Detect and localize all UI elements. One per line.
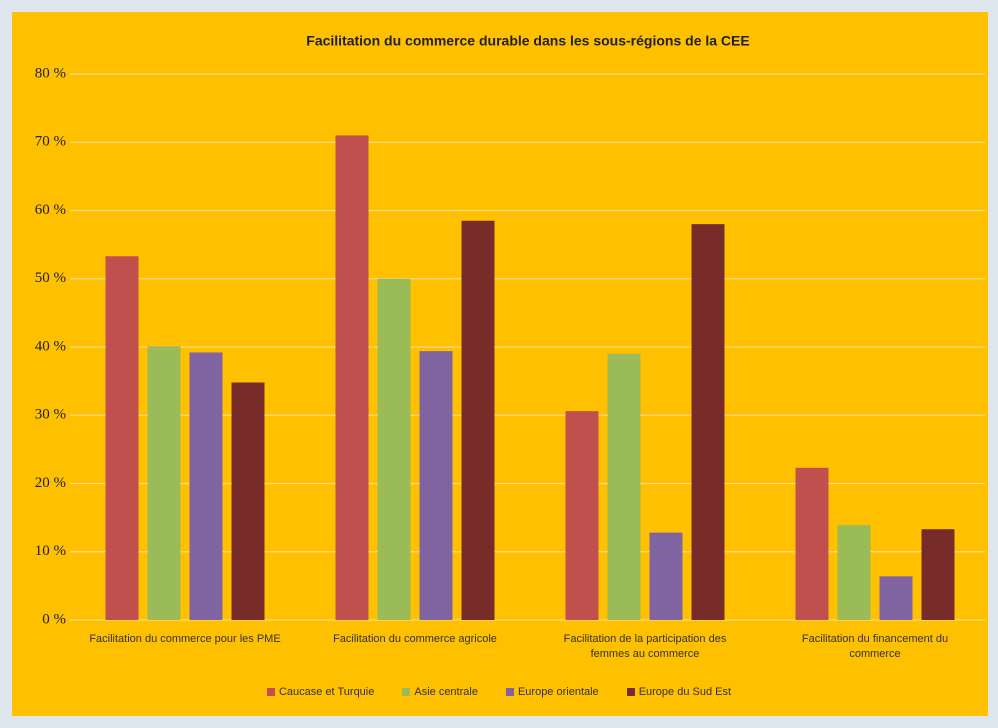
x-tick-label: Facilitation du financement du commerce [801, 633, 949, 660]
legend-label: Asie centrale [414, 686, 478, 698]
chart-title: Facilitation du commerce durable dans le… [306, 33, 749, 49]
x-tick-label: Facilitation du commerce pour les PME [89, 633, 281, 645]
bar [147, 346, 181, 620]
x-tick-label: Facilitation de la participation des fem… [563, 633, 727, 660]
bar [231, 382, 265, 620]
legend-swatch [505, 688, 514, 697]
bar [105, 256, 139, 620]
y-tick-label: 70 % [35, 134, 66, 150]
legend-swatch [402, 688, 411, 697]
legend-item: Asie centrale [402, 686, 478, 698]
legend-swatch [266, 688, 275, 697]
y-tick-label: 50 % [35, 270, 66, 286]
bar [649, 532, 683, 620]
bar [795, 467, 829, 620]
legend-swatch [626, 688, 635, 697]
y-tick-label: 30 % [35, 407, 66, 423]
bar [419, 351, 453, 620]
y-tick-label: 10 % [35, 543, 66, 559]
bar [565, 411, 599, 620]
bar [461, 220, 495, 621]
y-tick-label: 40 % [35, 338, 66, 354]
bar [335, 135, 369, 621]
bar [607, 353, 641, 620]
y-tick-label: 60 % [35, 202, 66, 218]
legend-label: Caucase et Turquie [278, 686, 375, 698]
bar [879, 576, 913, 620]
x-tick-label: Facilitation du commerce agricole [333, 633, 497, 645]
legend-item: Europe orientale [505, 686, 599, 698]
bar [921, 529, 955, 620]
y-tick-label: 20 % [35, 475, 66, 491]
bar [189, 352, 223, 620]
bar [837, 525, 871, 620]
bar [377, 278, 411, 620]
legend-item: Europe du Sud Est [626, 686, 732, 698]
legend-item: Caucase et Turquie [266, 686, 375, 698]
y-tick-label: 80 % [35, 65, 66, 81]
legend: Caucase et Turquie Asie centrale Europe or… [0, 686, 998, 698]
legend-label: Europe orientale [517, 686, 599, 698]
legend-label: Europe du Sud Est [638, 686, 732, 698]
bar [691, 224, 725, 620]
y-tick-label: 0 % [42, 611, 66, 627]
